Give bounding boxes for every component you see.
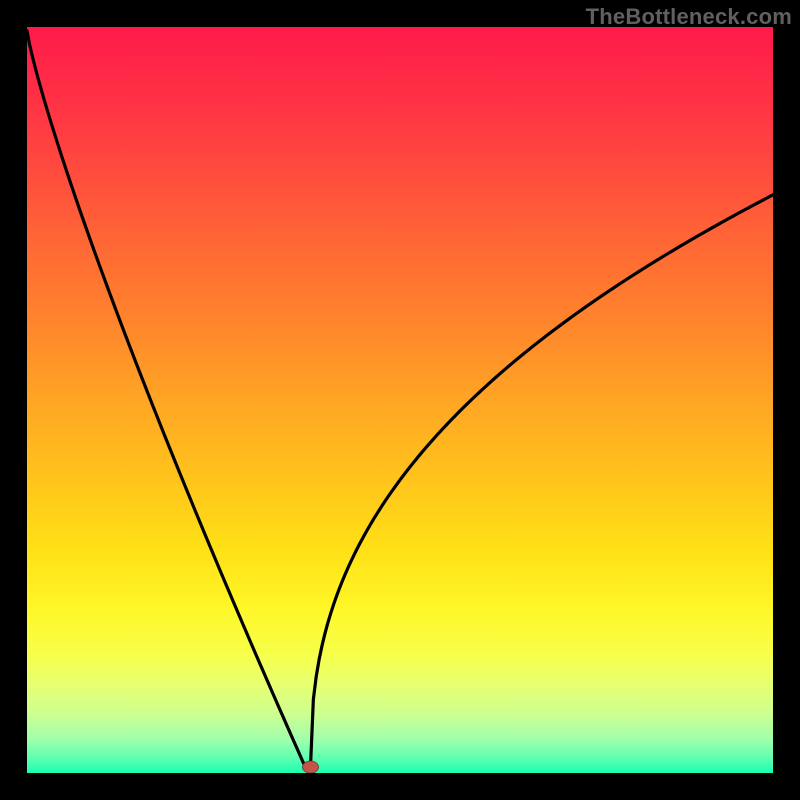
optimal-point-marker <box>302 761 318 773</box>
plot-background <box>27 27 773 773</box>
bottleneck-chart <box>0 0 800 800</box>
chart-border <box>0 773 800 800</box>
watermark-text: TheBottleneck.com <box>586 4 792 30</box>
chart-border <box>773 0 800 800</box>
chart-border <box>0 0 27 800</box>
chart-frame: TheBottleneck.com <box>0 0 800 800</box>
